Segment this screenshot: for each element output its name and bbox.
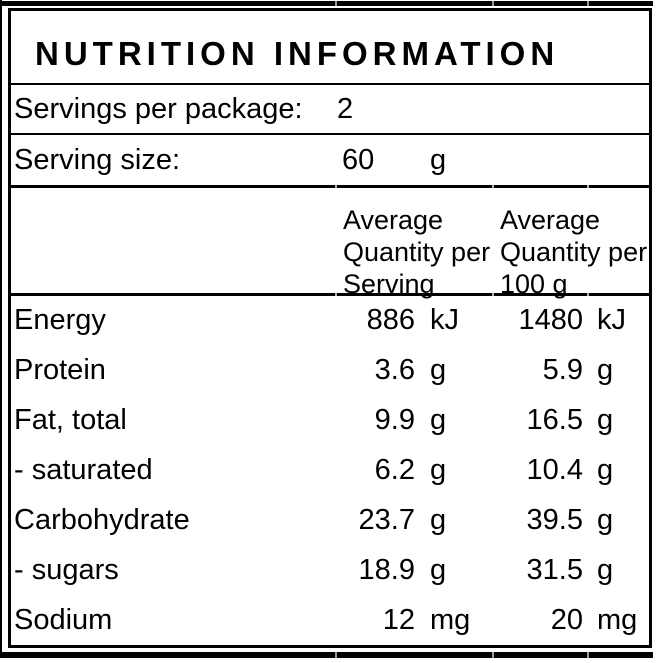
- table-row-saturated: - saturated 6.2 g 10.4 g: [11, 446, 649, 496]
- table-row-fat-total: Fat, total 9.9 g 16.5 g: [11, 396, 649, 446]
- title-divider: [11, 83, 649, 85]
- per-serving-unit: g: [430, 553, 447, 586]
- crop-top-border: [0, 1, 653, 6]
- per-100g-value: 20: [550, 603, 583, 636]
- per-serving-unit: g: [430, 354, 447, 387]
- nutrient-name: Sodium: [14, 603, 113, 636]
- nutrient-table-body: Energy 886 kJ 1480 kJ Protein 3.6 g 5.9 …: [11, 296, 649, 645]
- per-serving-value: 12: [382, 603, 415, 636]
- column-header-line: Quantity per: [500, 237, 648, 267]
- column-divider-notch: [492, 652, 494, 658]
- panel-title: NUTRITION INFORMATION: [35, 35, 560, 72]
- per-serving-unit: g: [430, 503, 447, 536]
- per-serving-unit: g: [430, 454, 447, 486]
- nutrition-label-box: NUTRITION INFORMATION Servings per packa…: [8, 8, 652, 648]
- per-100g-value: 10.4: [526, 454, 583, 486]
- per-100g-unit: mg: [597, 603, 638, 636]
- per-100g-unit: g: [597, 454, 614, 486]
- nutrient-name: Energy: [14, 304, 106, 337]
- servings-divider: [11, 133, 649, 135]
- per-100g-unit: kJ: [597, 304, 626, 337]
- per-serving-value: 18.9: [358, 553, 415, 586]
- column-divider-notch: [335, 293, 337, 296]
- table-row-carbohydrate: Carbohydrate 23.7 g 39.5 g: [11, 495, 649, 545]
- column-header-per-100g: Average Quantity per 100 g: [500, 204, 647, 300]
- column-divider-notch: [492, 185, 494, 188]
- nutrient-name: Fat, total: [14, 404, 127, 437]
- per-100g-unit: g: [597, 503, 614, 536]
- column-divider-notch: [335, 1, 337, 6]
- per-100g-unit: g: [597, 354, 614, 387]
- column-divider-notch: [587, 652, 589, 658]
- serving-size-value: 60: [342, 143, 375, 176]
- header-divider: [11, 293, 649, 296]
- per-100g-unit: g: [597, 553, 614, 586]
- title-row: NUTRITION INFORMATION: [11, 11, 649, 83]
- column-header-line: Average: [343, 205, 444, 235]
- serving-size-row: Serving size: 60 g: [11, 135, 649, 185]
- serving-size-divider: [11, 185, 649, 188]
- servings-per-package-value: 2: [337, 92, 354, 125]
- per-100g-value: 39.5: [526, 503, 583, 536]
- serving-size-label: Serving size:: [14, 143, 181, 176]
- nutrient-name: - saturated: [14, 454, 153, 486]
- per-100g-value: 16.5: [526, 404, 583, 437]
- per-100g-value: 5.9: [542, 354, 583, 387]
- nutrient-name: Carbohydrate: [14, 503, 190, 536]
- column-divider-notch: [492, 1, 494, 6]
- column-divider-notch: [587, 1, 589, 6]
- column-divider-notch: [335, 652, 337, 658]
- crop-left-border: [0, 0, 2, 658]
- per-serving-unit: mg: [430, 603, 471, 636]
- per-100g-unit: g: [597, 404, 614, 437]
- nutrient-name: - sugars: [14, 553, 119, 586]
- crop-bottom-border: [0, 652, 653, 658]
- per-serving-value: 9.9: [374, 404, 415, 437]
- table-row-energy: Energy 886 kJ 1480 kJ: [11, 296, 649, 346]
- table-row-sodium: Sodium 12 mg 20 mg: [11, 595, 649, 645]
- per-serving-unit: kJ: [430, 304, 459, 337]
- column-header-per-serving: Average Quantity per Serving: [343, 204, 490, 300]
- column-divider-notch: [492, 293, 494, 296]
- per-serving-value: 6.2: [374, 454, 415, 486]
- column-header-line: Quantity per: [343, 237, 491, 267]
- serving-size-unit: g: [430, 143, 447, 176]
- column-divider-notch: [335, 185, 337, 188]
- nutrient-name: Protein: [14, 354, 106, 387]
- per-serving-unit: g: [430, 404, 447, 437]
- column-divider-notch: [587, 185, 589, 188]
- per-100g-value: 31.5: [526, 553, 583, 586]
- table-row-sugars: - sugars 18.9 g 31.5 g: [11, 545, 649, 595]
- servings-per-package-row: Servings per package: 2: [11, 85, 649, 133]
- column-headers-row: Average Quantity per Serving Average Qua…: [11, 188, 649, 299]
- per-serving-value: 886: [366, 304, 415, 337]
- table-row-protein: Protein 3.6 g 5.9 g: [11, 346, 649, 396]
- column-divider-notch: [587, 293, 589, 296]
- per-100g-value: 1480: [518, 304, 583, 337]
- servings-per-package-label: Servings per package:: [14, 92, 303, 125]
- column-header-line: Average: [500, 205, 601, 235]
- per-serving-value: 23.7: [358, 503, 415, 536]
- per-serving-value: 3.6: [374, 354, 415, 387]
